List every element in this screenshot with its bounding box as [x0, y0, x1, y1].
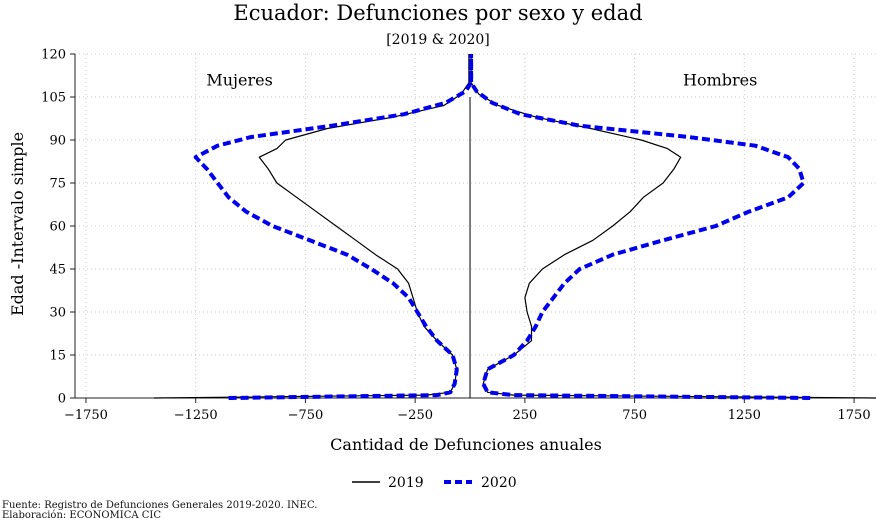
grid-lines — [75, 53, 876, 399]
y-tick-label: 15 — [49, 349, 66, 364]
y-tick-label: 90 — [49, 134, 66, 149]
series-line-2020-hombres — [469, 54, 811, 400]
x-axis-title: Cantidad de Defunciones anuales — [330, 435, 602, 454]
annotation-mujeres: Mujeres — [206, 71, 272, 90]
legend-label-2020: 2020 — [481, 475, 517, 491]
y-tick-label: 105 — [41, 91, 66, 106]
y-axis-title: Edad -Intervalo simple — [8, 132, 27, 316]
x-tick-label: −250 — [397, 408, 433, 423]
series-line-2020-mujeres — [193, 54, 474, 400]
y-tick-label: 30 — [49, 306, 66, 321]
legend: 2019 2020 — [352, 475, 517, 491]
annotation-hombres: Hombres — [683, 71, 757, 90]
x-tick-label: 750 — [622, 408, 647, 423]
legend-label-2019: 2019 — [388, 475, 424, 491]
x-tick-label: 250 — [512, 408, 537, 423]
y-tick-label: 0 — [58, 392, 66, 407]
chart-title: Ecuador: Defunciones por sexo y edad — [233, 1, 642, 25]
y-tick-label: 75 — [49, 177, 66, 192]
x-tick-label: 1250 — [728, 408, 761, 423]
footer-credit: Elaboración: ECONOMICA CIC — [2, 510, 162, 521]
x-tick-label: −750 — [288, 408, 324, 423]
y-tick-label: 45 — [49, 263, 66, 278]
footer-source: Fuente: Registro de Defunciones Generale… — [2, 500, 318, 511]
x-tick-label: 1750 — [838, 408, 871, 423]
axis-ticks: −1750 −1250 −750 −250 250 750 1250 1750 0 15 30 45 6… — [41, 48, 870, 424]
y-tick-label: 60 — [49, 220, 66, 235]
x-tick-label: −1250 — [174, 408, 218, 423]
series-layer — [153, 54, 876, 400]
chart-subtitle: [2019 & 2020] — [386, 32, 490, 48]
x-tick-label: −1750 — [64, 408, 108, 423]
y-tick-label: 120 — [41, 48, 66, 63]
